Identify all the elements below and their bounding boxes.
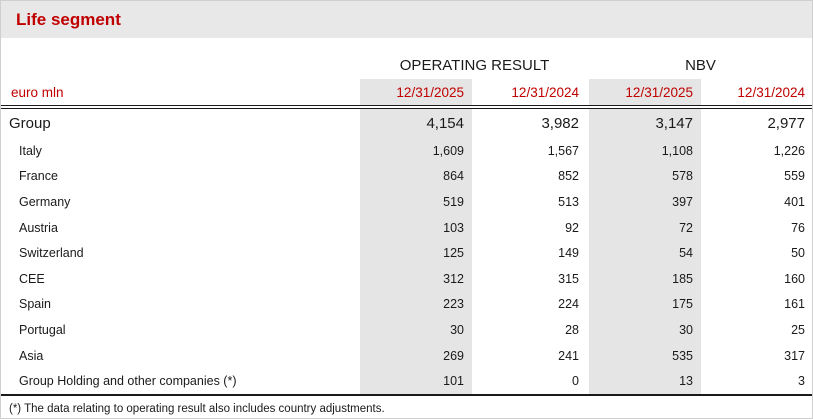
- date-header-row: euro mln 12/31/2025 12/31/2024 12/31/202…: [1, 79, 812, 109]
- value-cell: 72: [589, 214, 701, 241]
- table-row-france: France 864 852 578 559: [1, 163, 812, 190]
- table-row-switzerland: Switzerland 125 149 54 50: [1, 240, 812, 266]
- value-cell: 269: [360, 342, 472, 369]
- value-cell: 3,147: [589, 109, 701, 138]
- value-cell: 864: [360, 163, 472, 190]
- footnote: (*) The data relating to operating resul…: [9, 402, 385, 415]
- row-label: Austria: [19, 220, 58, 235]
- value-cell: 401: [784, 194, 805, 209]
- value-cell: 28: [565, 322, 579, 337]
- value-cell: 535: [589, 342, 701, 369]
- value-cell: 559: [784, 169, 805, 184]
- value-cell: 224: [558, 297, 579, 312]
- row-label: Group: [9, 115, 51, 132]
- table-row-portugal: Portugal 30 28 30 25: [1, 317, 812, 343]
- value-cell: 160: [784, 271, 805, 286]
- value-cell: 25: [791, 322, 805, 337]
- column-group-operating-result: OPERATING RESULT: [399, 56, 550, 74]
- title-band: Life segment: [1, 1, 812, 38]
- table-row-group: Group 4,154 3,982 3,147 2,977: [1, 109, 812, 138]
- value-cell: 50: [791, 246, 805, 261]
- value-cell: 317: [784, 348, 805, 363]
- row-label: CEE: [19, 271, 45, 286]
- value-cell: 30: [360, 317, 472, 343]
- value-cell: 578: [589, 163, 701, 190]
- row-label: Switzerland: [19, 246, 84, 261]
- date-header: 12/31/2025: [589, 79, 701, 105]
- table-row-italy: Italy 1,609 1,567 1,108 1,226: [1, 138, 812, 164]
- value-cell: 519: [360, 189, 472, 215]
- value-cell: 76: [791, 220, 805, 235]
- value-cell: 513: [558, 194, 579, 209]
- table-row-group-holding: Group Holding and other companies (*) 10…: [1, 368, 812, 394]
- value-cell: 92: [565, 220, 579, 235]
- value-cell: 1,567: [547, 143, 579, 158]
- row-label: Asia: [19, 348, 44, 363]
- value-cell: 241: [558, 348, 579, 363]
- row-label: Italy: [19, 143, 42, 158]
- date-header: 12/31/2024: [511, 84, 579, 100]
- row-label: Group Holding and other companies (*): [19, 374, 237, 389]
- value-cell: 125: [360, 240, 472, 266]
- value-cell: 13: [589, 368, 701, 394]
- value-cell: 315: [558, 271, 579, 286]
- value-cell: 0: [572, 374, 579, 389]
- page-title: Life segment: [16, 9, 121, 29]
- table-row-cee: CEE 312 315 185 160: [1, 265, 812, 292]
- value-cell: 1,226: [773, 143, 805, 158]
- value-cell: 223: [360, 291, 472, 318]
- value-cell: 1,108: [589, 138, 701, 164]
- value-cell: 312: [360, 265, 472, 292]
- row-label: Germany: [19, 194, 71, 209]
- value-cell: 3: [798, 374, 805, 389]
- value-cell: 397: [589, 189, 701, 215]
- value-cell: 101: [360, 368, 472, 394]
- column-group-header-row: OPERATING RESULT NBV: [1, 51, 812, 79]
- spacer: [1, 38, 812, 51]
- value-cell: 2,977: [767, 115, 805, 132]
- table-row-spain: Spain 223 224 175 161: [1, 291, 812, 318]
- table-row-asia: Asia 269 241 535 317: [1, 342, 812, 369]
- value-cell: 185: [589, 265, 701, 292]
- value-cell: 852: [558, 169, 579, 184]
- date-header: 12/31/2024: [737, 84, 805, 100]
- value-cell: 4,154: [360, 109, 472, 138]
- table-body: Group 4,154 3,982 3,147 2,977 Italy 1,60…: [1, 109, 812, 396]
- column-group-nbv: NBV: [685, 56, 716, 74]
- row-label: France: [19, 169, 58, 184]
- value-cell: 3,982: [541, 115, 579, 132]
- row-label: Portugal: [19, 322, 66, 337]
- row-label: Spain: [19, 297, 51, 312]
- unit-label: euro mln: [11, 84, 64, 100]
- value-cell: 54: [589, 240, 701, 266]
- table-row-germany: Germany 519 513 397 401: [1, 189, 812, 215]
- value-cell: 1,609: [360, 138, 472, 164]
- date-header: 12/31/2025: [360, 79, 472, 105]
- value-cell: 161: [784, 297, 805, 312]
- value-cell: 30: [589, 317, 701, 343]
- table-row-austria: Austria 103 92 72 76: [1, 214, 812, 241]
- value-cell: 149: [558, 246, 579, 261]
- value-cell: 175: [589, 291, 701, 318]
- value-cell: 103: [360, 214, 472, 241]
